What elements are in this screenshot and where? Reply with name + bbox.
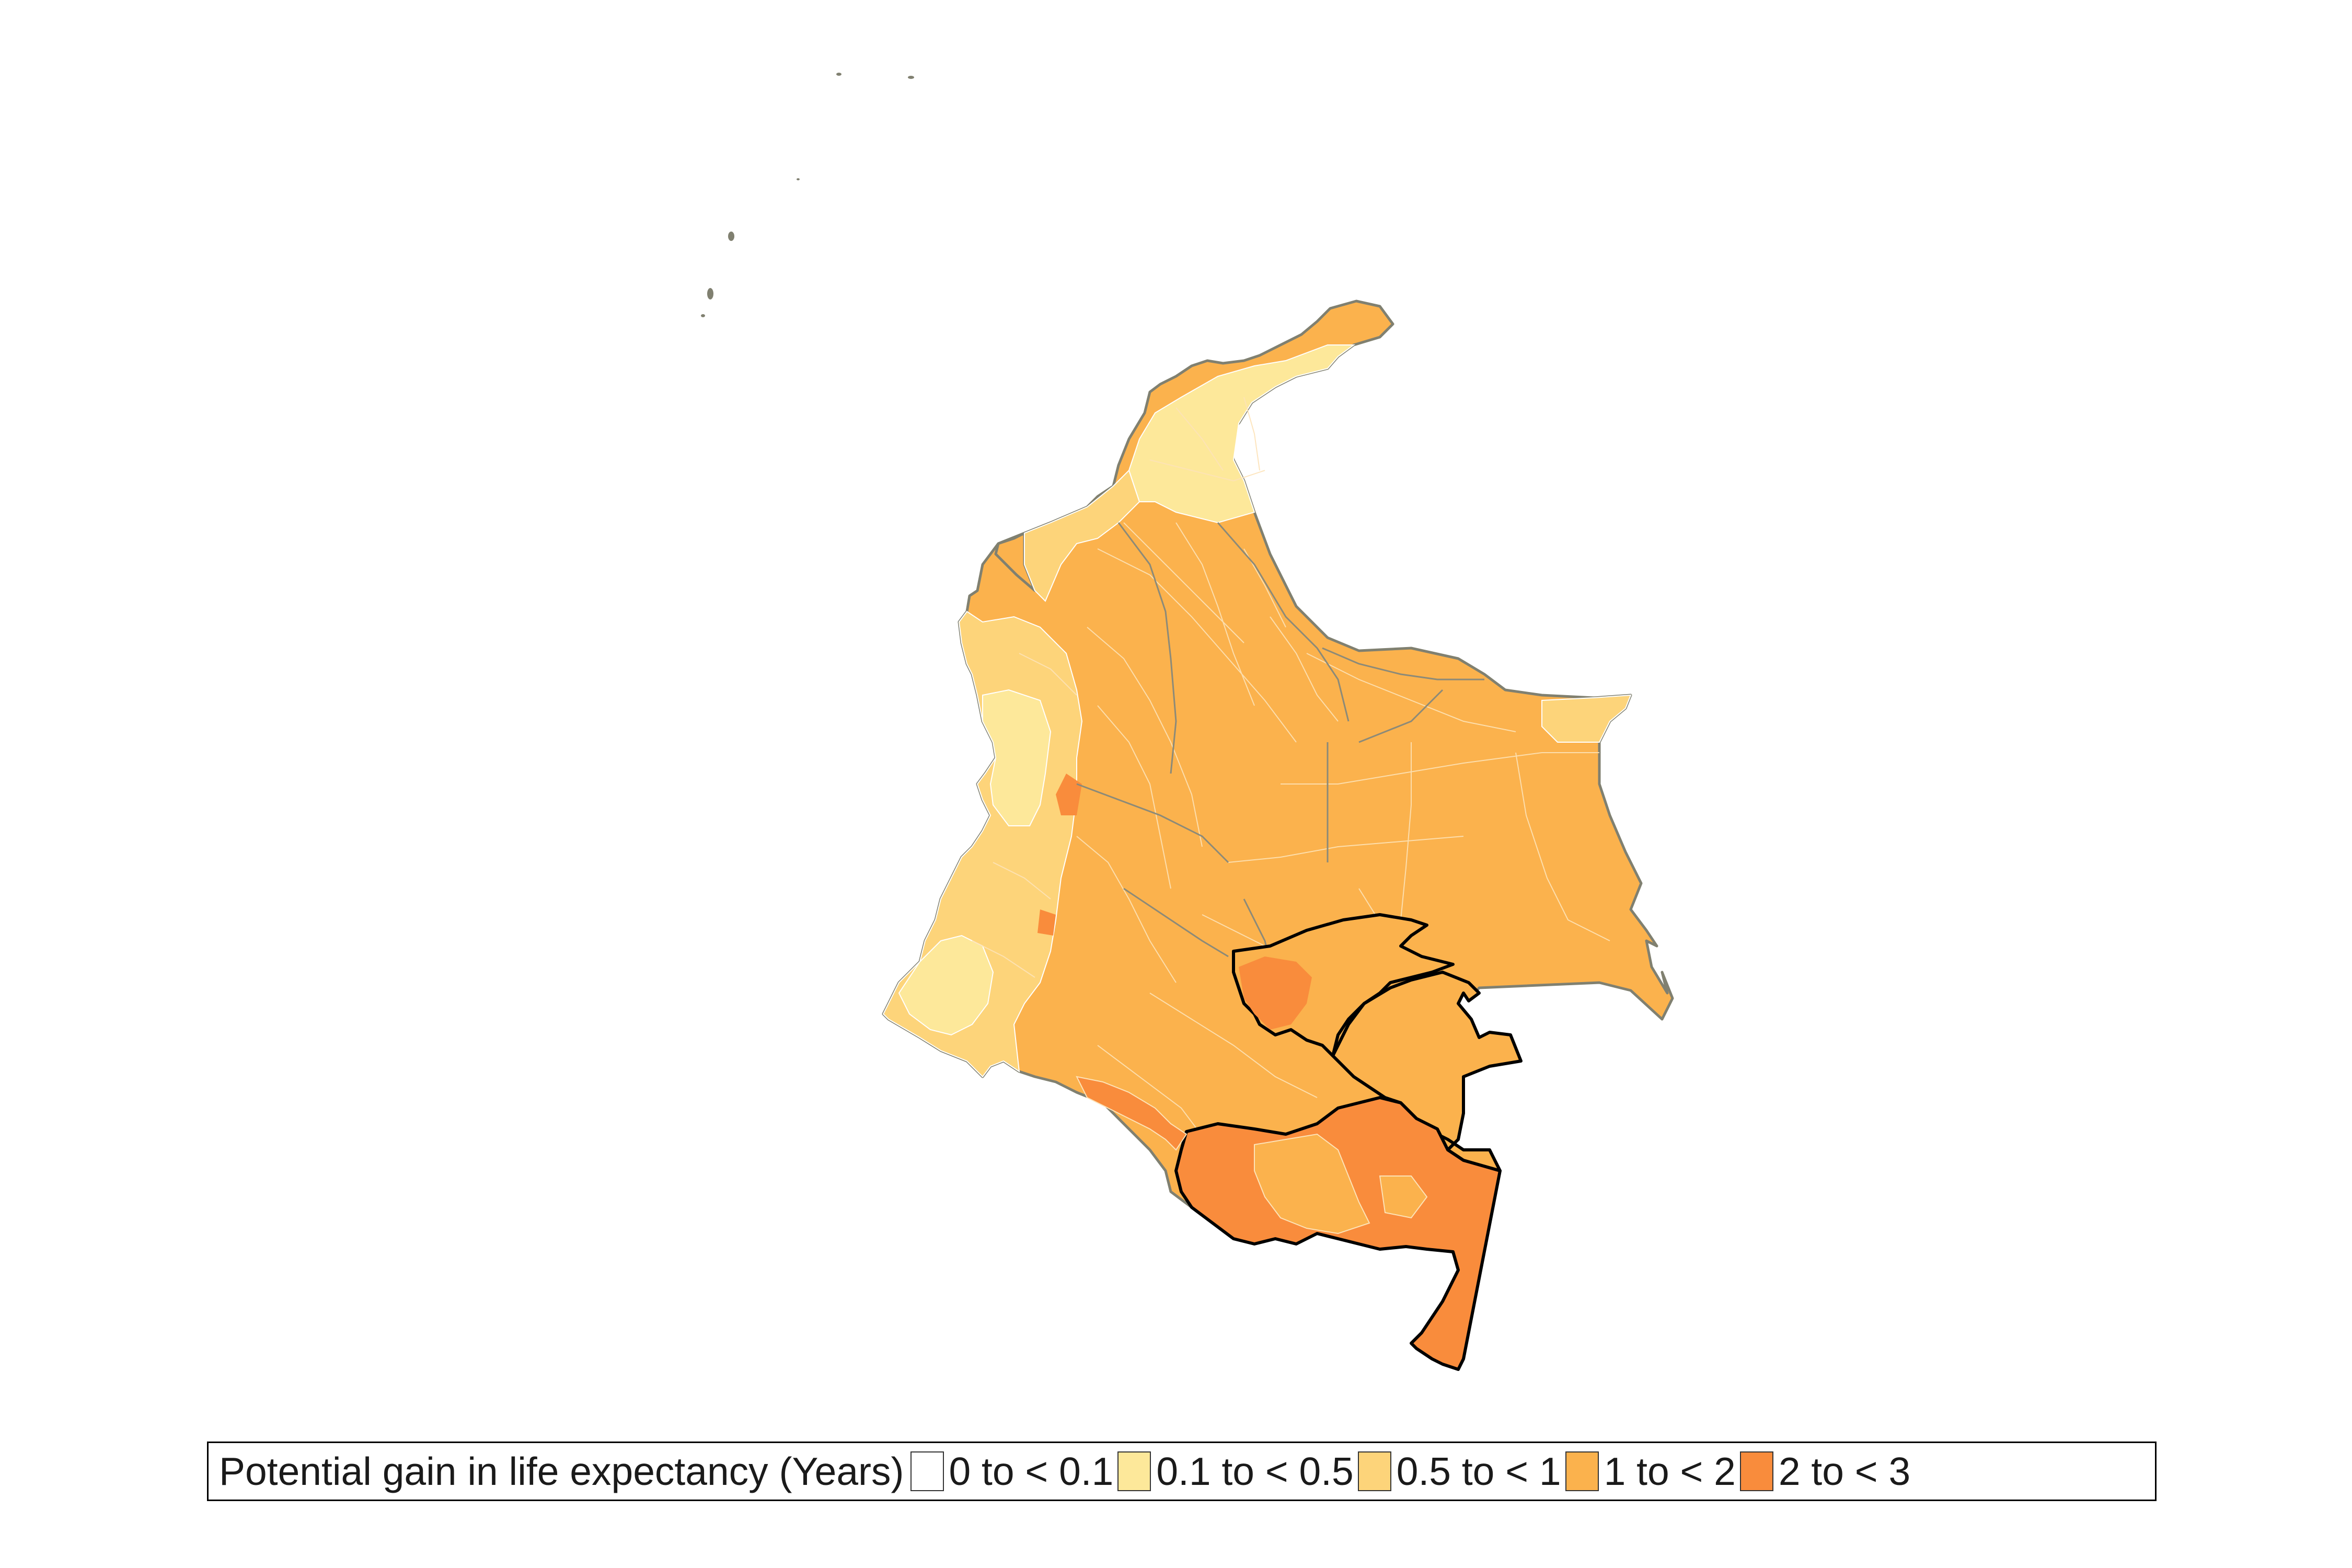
legend-item: 2 to < 3 <box>1739 1449 1911 1494</box>
island <box>836 73 841 76</box>
municipal-boundaries <box>972 397 1610 1150</box>
island <box>701 314 705 317</box>
legend-label: 1 to < 2 <box>1604 1449 1736 1493</box>
legend: Potential gain in life expectancy (Years… <box>207 1442 2157 1501</box>
region-amazon-interior <box>1254 1133 1370 1235</box>
legend-swatch <box>1565 1451 1599 1491</box>
region-high-patch <box>1056 774 1082 815</box>
region-putumayo <box>1076 1076 1187 1151</box>
legend-item: 0 to < 0.1 <box>910 1449 1114 1494</box>
island-group <box>701 73 914 317</box>
region-high-patch <box>1037 909 1056 936</box>
legend-item: 1 to < 2 <box>1565 1449 1736 1494</box>
island <box>797 178 800 180</box>
region-caribbean-moderate <box>1024 469 1140 602</box>
legend-swatch <box>1357 1451 1391 1491</box>
region-high-patch <box>1239 956 1312 1030</box>
legend-swatch <box>1739 1451 1773 1491</box>
legend-label: 0.1 to < 0.5 <box>1156 1449 1354 1493</box>
region-pacific-light <box>898 935 994 1036</box>
legend-label: 0.5 to < 1 <box>1396 1449 1561 1493</box>
region-east-moderate <box>1541 694 1632 743</box>
island <box>728 232 734 241</box>
legend-item: 0.5 to < 1 <box>1357 1449 1561 1494</box>
island <box>707 288 713 299</box>
region-caribbean-light <box>1128 344 1356 524</box>
legend-title: Potential gain in life expectancy (Years… <box>219 1449 904 1493</box>
legend-item: 0.1 to < 0.5 <box>1117 1449 1354 1494</box>
legend-swatch <box>910 1451 944 1491</box>
region-pacific-light <box>982 689 1052 826</box>
region-amazon-interior <box>1379 1175 1428 1219</box>
legend-swatch <box>1117 1451 1151 1491</box>
department-boundaries <box>1076 522 1484 983</box>
island <box>908 76 914 79</box>
legend-label: 2 to < 3 <box>1778 1449 1911 1493</box>
legend-label: 0 to < 0.1 <box>949 1449 1114 1493</box>
